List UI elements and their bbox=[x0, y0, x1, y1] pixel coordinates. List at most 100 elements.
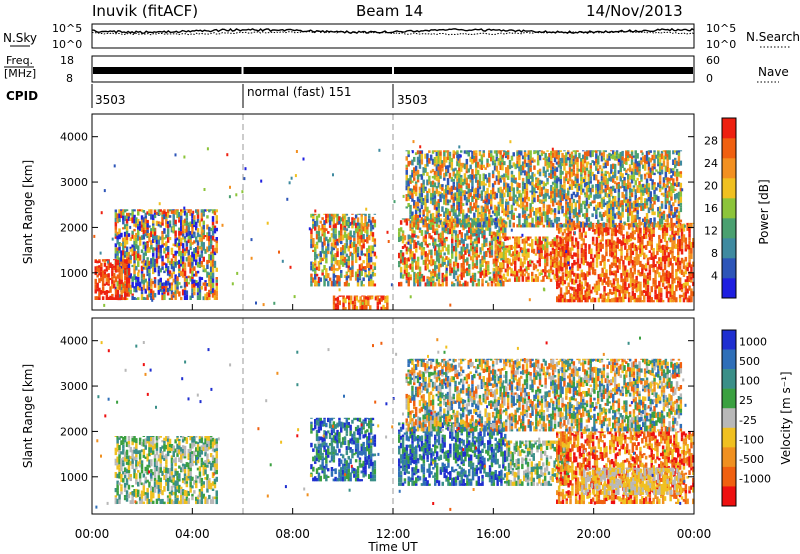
power-cell bbox=[497, 241, 500, 244]
power-cell bbox=[499, 150, 502, 155]
power-cell bbox=[652, 248, 655, 251]
power-cell bbox=[574, 241, 578, 247]
power-cell bbox=[137, 286, 140, 291]
power-cell bbox=[315, 220, 319, 227]
power-cell bbox=[407, 257, 410, 262]
power-cell bbox=[580, 299, 584, 303]
power-cell bbox=[469, 179, 472, 183]
power-cell bbox=[533, 187, 536, 193]
power-cell bbox=[647, 223, 651, 228]
power-cell bbox=[170, 258, 174, 264]
power-cell bbox=[493, 150, 497, 154]
power-cell bbox=[618, 264, 621, 270]
power-cell bbox=[328, 277, 332, 281]
power-cell bbox=[518, 197, 521, 201]
power-cell bbox=[202, 235, 205, 240]
power-cell bbox=[612, 198, 615, 202]
power-cell bbox=[503, 161, 506, 166]
power-cell bbox=[180, 285, 183, 289]
power-cell bbox=[116, 239, 119, 245]
power-cell bbox=[356, 237, 360, 241]
power-cell bbox=[386, 299, 389, 303]
power-cell bbox=[490, 194, 493, 199]
power-cell bbox=[628, 192, 632, 196]
power-cell bbox=[632, 200, 636, 207]
power-cell bbox=[413, 156, 416, 162]
power-cell bbox=[466, 270, 469, 277]
power-cell bbox=[630, 179, 634, 184]
power-cell bbox=[515, 237, 519, 243]
power-cell bbox=[650, 231, 653, 235]
power-cell bbox=[477, 281, 480, 287]
power-cell bbox=[157, 290, 161, 295]
power-cell bbox=[664, 204, 668, 210]
power-cell bbox=[578, 199, 581, 204]
power-cell bbox=[181, 271, 185, 278]
power-cell bbox=[602, 202, 606, 208]
power-cell bbox=[209, 238, 213, 244]
power-cell bbox=[692, 241, 695, 246]
power-cell bbox=[665, 250, 669, 253]
power-cell bbox=[561, 262, 565, 267]
power-cell bbox=[603, 286, 606, 289]
power-cell bbox=[451, 281, 454, 285]
power-cell bbox=[163, 270, 166, 274]
power-cell bbox=[626, 239, 629, 245]
power-cell bbox=[512, 174, 515, 179]
power-cell bbox=[334, 253, 337, 258]
power-cell bbox=[484, 213, 487, 217]
power-cell bbox=[371, 225, 375, 230]
power-cell bbox=[460, 267, 463, 273]
power-cell bbox=[557, 152, 561, 155]
power-cell bbox=[633, 279, 636, 284]
power-cell bbox=[189, 242, 192, 247]
power-cell bbox=[667, 291, 670, 294]
power-cell bbox=[677, 227, 680, 232]
power-cell bbox=[140, 235, 144, 240]
power-cell bbox=[555, 250, 558, 254]
power-cell bbox=[680, 289, 684, 293]
power-cell bbox=[657, 163, 660, 167]
power-cell bbox=[416, 284, 420, 287]
power-cell bbox=[336, 251, 339, 258]
power-cell bbox=[475, 173, 478, 177]
power-cell bbox=[176, 213, 179, 219]
power-cell bbox=[571, 278, 574, 285]
power-cell bbox=[608, 155, 611, 161]
power-cell bbox=[640, 150, 643, 153]
power-cell bbox=[606, 171, 609, 174]
power-cell bbox=[650, 297, 653, 303]
power-cell bbox=[116, 286, 119, 290]
power-cell bbox=[529, 203, 532, 209]
power-cell bbox=[398, 231, 401, 237]
power-cell bbox=[475, 161, 478, 168]
power-cell bbox=[488, 150, 491, 153]
power-cell bbox=[649, 174, 652, 179]
power-cell bbox=[399, 272, 403, 279]
power-cell bbox=[654, 285, 657, 290]
power-cell bbox=[619, 186, 622, 189]
power-cell bbox=[660, 261, 663, 267]
power-cell bbox=[477, 254, 480, 258]
power-cell bbox=[610, 262, 614, 266]
power-cell bbox=[165, 268, 168, 272]
power-cell bbox=[508, 219, 512, 225]
power-cell bbox=[629, 248, 633, 254]
power-cell bbox=[650, 241, 653, 245]
power-cell bbox=[441, 160, 444, 164]
power-cell bbox=[675, 207, 679, 210]
power-cell bbox=[677, 218, 681, 224]
power-cell bbox=[578, 282, 582, 288]
power-cell bbox=[550, 207, 553, 211]
power-cell bbox=[544, 262, 547, 266]
power-cell bbox=[506, 245, 509, 248]
power-cell bbox=[678, 287, 682, 291]
power-cell bbox=[503, 220, 506, 224]
power-cell bbox=[631, 296, 635, 300]
power-cell bbox=[610, 251, 614, 258]
power-cell bbox=[667, 261, 670, 268]
power-cell bbox=[399, 235, 403, 242]
power-cell bbox=[555, 188, 559, 193]
power-cell bbox=[483, 268, 486, 274]
power-cell bbox=[439, 151, 442, 156]
